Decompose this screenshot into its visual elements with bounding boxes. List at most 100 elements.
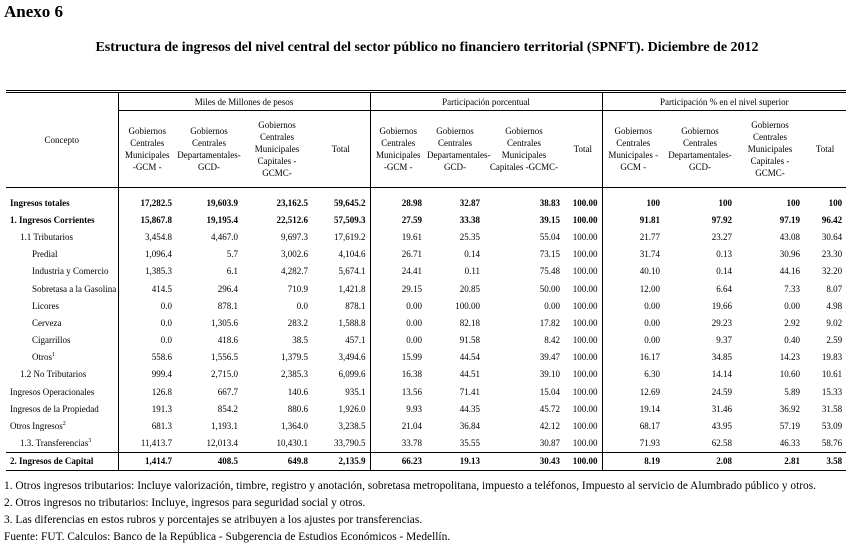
row-label-text: 1. Ingresos Corrientes — [10, 214, 95, 225]
cell-value: 14.14 — [711, 369, 733, 380]
row-label-text: Licores — [32, 300, 59, 311]
cell-value: 414.5 — [117, 279, 176, 298]
cell-value: 19,195.4 — [206, 214, 239, 225]
cell-value: 0.00 — [369, 314, 426, 332]
row-label-text: 1.2 No Tributarios — [20, 369, 87, 380]
row-label-text: Ingresos de la Propiedad — [10, 403, 99, 414]
cell-value: 100.00 — [455, 300, 480, 311]
cell-value: 1,421.8 — [338, 283, 366, 294]
cell-value: 4,282.7 — [281, 266, 308, 277]
cell-value: 44.51 — [459, 369, 480, 380]
cell-value: 50.00 — [539, 283, 560, 294]
cell-value: 100.00 — [572, 438, 598, 449]
cell-value: 16.17 — [601, 348, 665, 366]
column-header-line: Departamentales- — [427, 150, 491, 160]
cell-value: 33.38 — [459, 214, 480, 225]
cell-value: 1,379.5 — [281, 352, 308, 363]
cell-value: 4,467.0 — [211, 231, 238, 242]
cell-value: 25.35 — [459, 231, 480, 242]
cell-value: 3,454.8 — [117, 228, 176, 246]
cell-value: 29.15 — [369, 279, 426, 298]
cell-value: 9.37 — [716, 335, 733, 346]
cell-value: 57.19 — [779, 421, 801, 432]
title: Anexo 6 — [4, 2, 64, 21]
cell-value: 34.85 — [711, 352, 733, 363]
cell-value: 91.58 — [459, 335, 480, 346]
cell-value: 0.00 — [601, 314, 665, 332]
cell-value: 457.1 — [345, 335, 366, 346]
cell-value: 24.59 — [711, 386, 733, 397]
cell-value: 44.35 — [459, 403, 480, 414]
cell-value: 19.83 — [821, 352, 843, 363]
cell-value: 0.00 — [601, 297, 665, 315]
cell-value: 100.00 — [572, 403, 598, 414]
cell-value: 30.64 — [821, 231, 843, 242]
column-header: Gobiernos Centrales Municipales Capitales -… — [242, 110, 312, 188]
cell-value: 38.83 — [539, 197, 560, 208]
cell-value: 0.00 — [369, 331, 426, 349]
cell-value: 100.00 — [572, 317, 598, 328]
cell-value: 935.1 — [345, 386, 366, 397]
cell-value: 15.33 — [821, 386, 843, 397]
table-row: 1.2 No Tributarios 999.4 2,715.0 2,385.3 6,0… — [6, 365, 846, 384]
row-label: Licores — [6, 297, 118, 314]
row-label-text: Sobretasa a la Gasolina — [32, 283, 117, 294]
column-header: Gobiernos Centrales Municipales -GCM - — [117, 110, 176, 188]
row-label-text: 1.3. Transferencias — [20, 438, 89, 449]
row-label-text: Ingresos Operacionales — [10, 386, 95, 397]
cell-value: 75.48 — [539, 266, 560, 277]
cell-value: 0.14 — [716, 266, 733, 277]
row-label: 1.1 Tributarios — [6, 228, 118, 245]
table-row: Cigarrillos 0.0 418.6 38.5 457.1 0.00 91.58 8.4… — [6, 331, 846, 349]
column-header-line: GCD- — [444, 162, 466, 172]
cell-value: 100 — [786, 197, 801, 208]
cell-value: 100 — [601, 187, 665, 212]
column-header-line: Centrales — [438, 138, 472, 148]
group-header: Participación porcentual — [369, 90, 603, 111]
cell-value: 13.56 — [369, 383, 426, 401]
column-header: Gobiernos Centrales Municipales Capitales -… — [484, 110, 564, 188]
cell-value: 32.20 — [821, 266, 843, 277]
cell-value: 8.19 — [601, 451, 665, 472]
cell-value: 97.92 — [711, 214, 733, 225]
column-header-line: Centrales — [753, 132, 788, 142]
cell-value: 43.95 — [711, 421, 733, 432]
cell-value: 0.11 — [464, 266, 480, 277]
column-header-line: Gobiernos — [751, 120, 789, 130]
cell-value: 14.23 — [779, 352, 801, 363]
cell-value: 20.85 — [459, 283, 480, 294]
cell-value: 43.08 — [779, 231, 801, 242]
cell-value: 17.82 — [539, 317, 560, 328]
cell-value: 100 — [828, 197, 843, 208]
cell-value: 45.72 — [539, 403, 560, 414]
cell-value: 6,099.6 — [338, 369, 366, 380]
cell-value: 19.14 — [601, 400, 665, 418]
cell-value: 2,135.9 — [312, 451, 370, 472]
cell-value: 11,413.7 — [117, 434, 176, 453]
column-header-line: Gobiernos — [681, 126, 719, 136]
cell-value: 82.18 — [459, 317, 480, 328]
cell-value: 28.98 — [369, 187, 426, 212]
footnote-ref: 2 — [62, 421, 66, 428]
table-row: 1.1 Tributarios 3,454.8 4,467.0 9,697.3 17,6… — [6, 228, 846, 246]
column-header-line: Centrales — [381, 138, 416, 148]
cell-value: 97.19 — [779, 214, 801, 225]
row-label: 1.3. Transferencias3 — [6, 435, 118, 453]
footnote: Fuente: FUT. Calculos: Banco de la Repúb… — [4, 531, 451, 543]
table-row: 1. Ingresos Corrientes 15,867.8 19,195.4 22… — [6, 211, 846, 229]
table-row: 2. Ingresos de Capital 1,414.7 408.5 649.8 2… — [6, 451, 847, 472]
table-row: Otros1 558.6 1,556.5 1,379.5 3,494.6 15.99 44.… — [6, 348, 846, 366]
cell-value: 55.04 — [539, 231, 560, 242]
cell-value: 40.10 — [601, 262, 665, 280]
column-header-line: GCD- — [198, 162, 220, 172]
cell-value: 59,645.2 — [334, 197, 366, 208]
column-header-line: Capitales -GCMC- — [489, 162, 559, 172]
cell-value: 19.61 — [369, 228, 426, 246]
cell-value: 57,509.3 — [334, 214, 366, 225]
row-label: Ingresos Operacionales — [6, 383, 118, 400]
cell-value: 0.14 — [464, 249, 480, 260]
column-header-line: Gobiernos — [128, 126, 167, 136]
cell-value: 191.3 — [117, 400, 176, 418]
data-table: Concepto Miles de Millones de pesos Partic… — [6, 90, 847, 472]
